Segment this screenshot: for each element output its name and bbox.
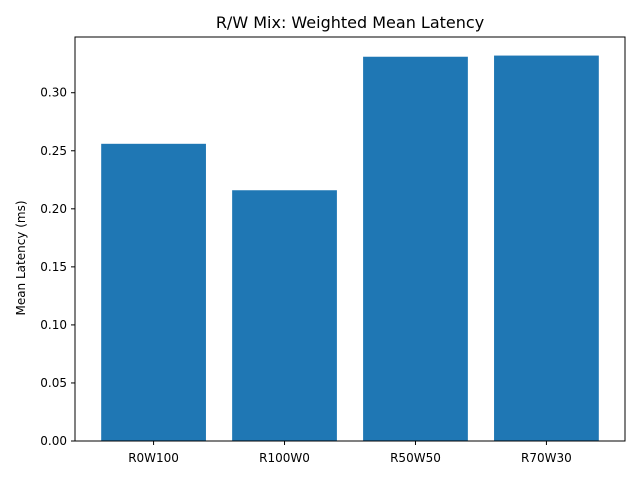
chart-title: R/W Mix: Weighted Mean Latency	[216, 13, 484, 32]
plot-frame	[74, 36, 626, 442]
bar-r0w100	[101, 143, 206, 441]
y-tick-label: 0.25	[40, 144, 67, 158]
bar-r100w0	[232, 190, 337, 441]
x-tick-label: R100W0	[259, 451, 310, 465]
x-axis-ticks: R0W100 R100W0 R50W50 R70W30	[128, 441, 572, 465]
bars-group	[101, 55, 599, 442]
x-tick-label: R0W100	[128, 451, 179, 465]
y-axis-label: Mean Latency (ms)	[14, 200, 28, 315]
y-tick-label: 0.30	[40, 86, 67, 100]
y-tick-label: 0.05	[40, 376, 67, 390]
y-tick-label: 0.15	[40, 260, 67, 274]
bar-r50w50	[363, 56, 468, 442]
x-tick-label: R70W30	[521, 451, 572, 465]
y-axis-ticks: 0.00 0.05 0.10 0.15 0.20 0.25 0.30	[40, 86, 75, 448]
y-tick-label: 0.20	[40, 202, 67, 216]
x-tick-label: R50W50	[390, 451, 441, 465]
y-tick-label: 0.10	[40, 318, 67, 332]
bar-r70w30	[494, 55, 599, 442]
y-tick-label: 0.00	[40, 434, 67, 448]
